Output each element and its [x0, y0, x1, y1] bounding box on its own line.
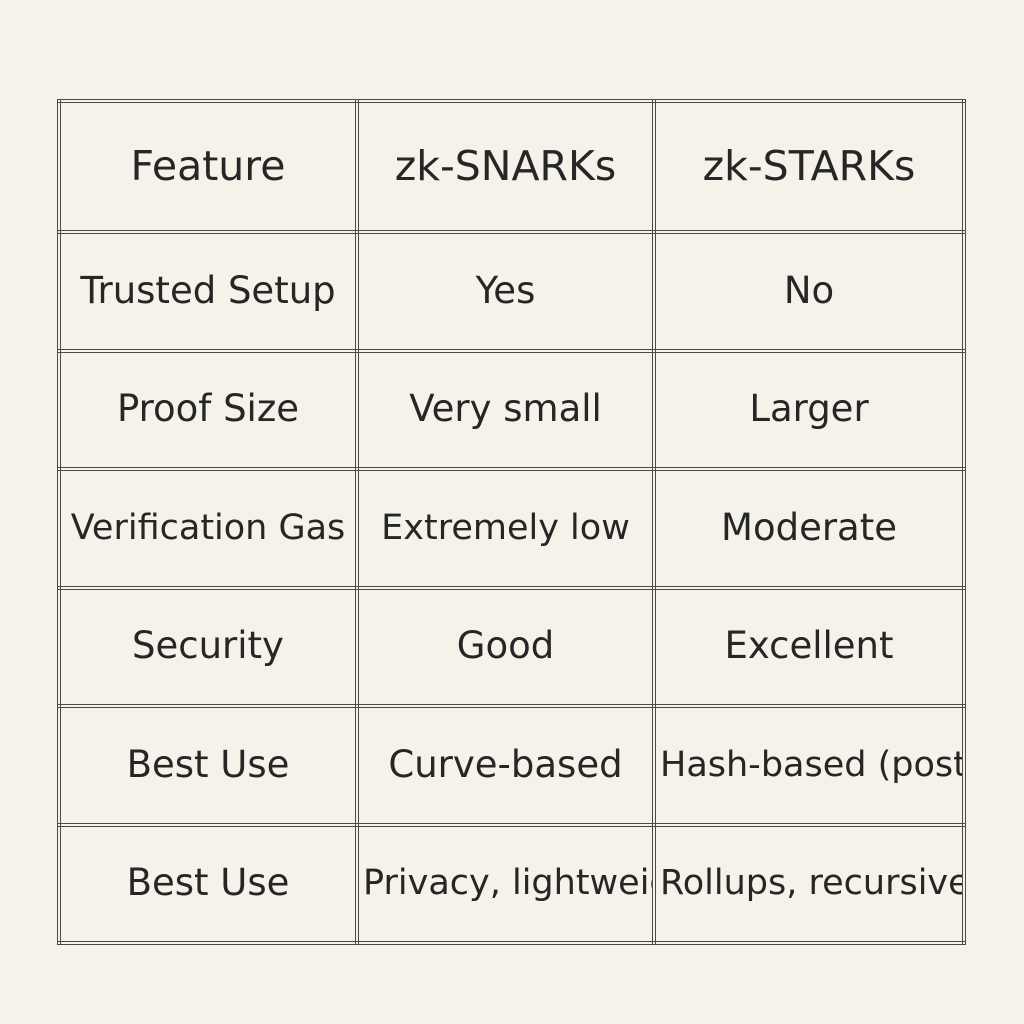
- table-row: Verification Gas Extremely low Moderate: [57, 467, 966, 590]
- starks-cell: Larger: [652, 348, 966, 472]
- feature-cell: Security: [57, 585, 359, 709]
- snarks-cell: Very small: [355, 348, 656, 472]
- header-zk-snarks: zk-SNARKs: [355, 98, 656, 235]
- table-row: Best Use Privacy, lightweight systems Ro…: [57, 822, 966, 945]
- starks-cell: Rollups, recursive proofs: [652, 822, 966, 945]
- table-row: Best Use Curve-based Hash-based (post-qu…: [57, 704, 966, 827]
- snarks-cell: Good: [355, 585, 656, 709]
- feature-cell: Best Use: [57, 704, 359, 827]
- snarks-cell: Yes: [355, 230, 656, 353]
- starks-cell: No: [652, 230, 966, 353]
- snarks-cell: Privacy, lightweight systems: [355, 822, 656, 945]
- feature-cell: Best Use: [57, 822, 359, 945]
- table-row: Proof Size Very small Larger: [57, 348, 966, 472]
- table-header-row: Feature zk-SNARKs zk-STARKs: [57, 98, 966, 235]
- feature-cell: Verification Gas: [57, 467, 359, 590]
- header-zk-starks: zk-STARKs: [652, 98, 966, 235]
- feature-cell: Trusted Setup: [57, 230, 359, 353]
- starks-cell: Hash-based (post-quantum): [652, 704, 966, 827]
- starks-cell: Excellent: [652, 585, 966, 709]
- comparison-table: Feature zk-SNARKs zk-STARKs Trusted Setu…: [57, 98, 966, 945]
- feature-cell: Proof Size: [57, 348, 359, 472]
- table-row: Trusted Setup Yes No: [57, 230, 966, 353]
- snarks-cell: Extremely low: [355, 467, 656, 590]
- starks-cell: Moderate: [652, 467, 966, 590]
- snarks-cell: Curve-based: [355, 704, 656, 827]
- table-row: Security Good Excellent: [57, 585, 966, 709]
- header-feature: Feature: [57, 98, 359, 235]
